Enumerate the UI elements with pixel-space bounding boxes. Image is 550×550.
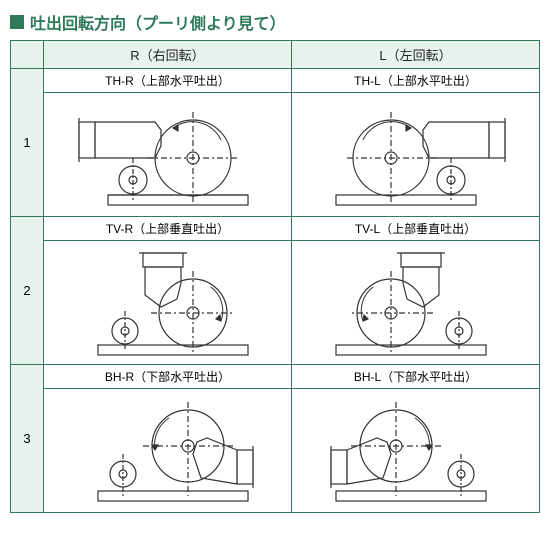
- diagram-bh-r: [73, 396, 263, 506]
- diagram-th-r: [73, 100, 263, 210]
- corner-cell: [11, 41, 44, 69]
- col-header-r: R（右回転）: [44, 41, 292, 69]
- cell-label: TV-L（上部垂直吐出）: [292, 217, 540, 241]
- cell-label: BH-R（下部水平吐出）: [44, 365, 292, 389]
- diagram-cell: [292, 389, 540, 513]
- rotation-table: R（右回転） L（左回転） 1 TH-R（上部水平吐出） TH-L（上部水平吐出…: [10, 40, 540, 513]
- diagram-bh-l: [321, 396, 511, 506]
- cell-label: TV-R（上部垂直吐出）: [44, 217, 292, 241]
- title-row: 吐出回転方向（プーリ側より見て）: [10, 10, 540, 34]
- row-num: 2: [11, 217, 44, 365]
- diagram-cell: [292, 93, 540, 217]
- diagram-th-l: [321, 100, 511, 210]
- diagram-cell: [44, 241, 292, 365]
- diagram-tv-r: [73, 247, 263, 359]
- diagram-cell: [44, 93, 292, 217]
- cell-label: TH-L（上部水平吐出）: [292, 69, 540, 93]
- cell-label: TH-R（上部水平吐出）: [44, 69, 292, 93]
- col-header-l: L（左回転）: [292, 41, 540, 69]
- row-num: 3: [11, 365, 44, 513]
- title-square-icon: [10, 15, 24, 29]
- diagram-cell: [292, 241, 540, 365]
- page-title: 吐出回転方向（プーリ側より見て）: [30, 10, 286, 34]
- row-num: 1: [11, 69, 44, 217]
- diagram-tv-l: [321, 247, 511, 359]
- cell-label: BH-L（下部水平吐出）: [292, 365, 540, 389]
- diagram-cell: [44, 389, 292, 513]
